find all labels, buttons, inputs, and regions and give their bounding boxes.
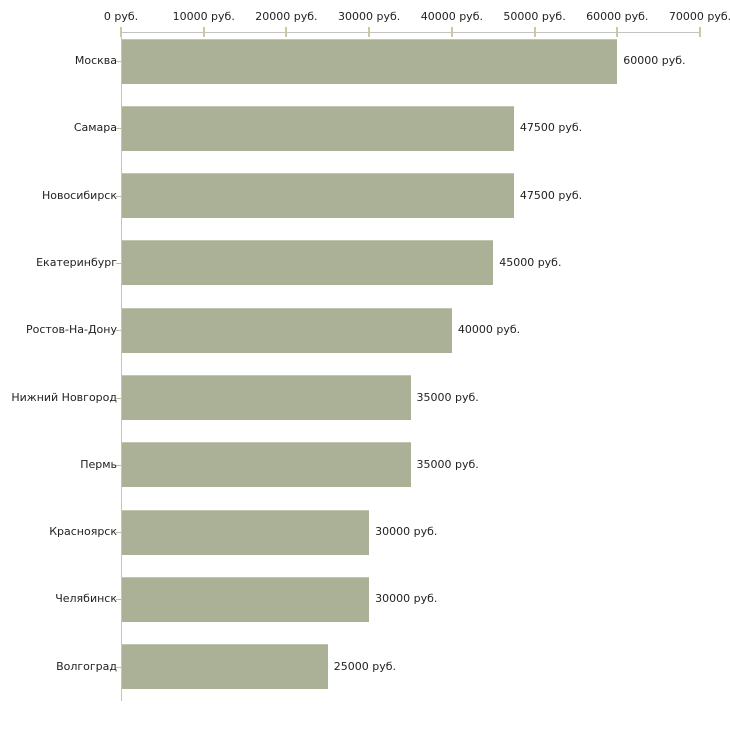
- x-axis-tick-label: 10000 руб.: [172, 10, 235, 23]
- x-axis-tick-label: 20000 руб.: [255, 10, 318, 23]
- x-axis-tick-label: 0 руб.: [103, 10, 139, 23]
- x-axis-tick: [202, 27, 205, 37]
- category-label: Челябинск: [55, 592, 117, 606]
- bar-value-label: 60000 руб.: [623, 54, 686, 67]
- category-tick: [116, 397, 121, 399]
- bar-value-label: 30000 руб.: [375, 592, 438, 606]
- category-tick: [116, 262, 121, 264]
- bar: [122, 173, 514, 219]
- x-axis-line: [121, 32, 701, 33]
- x-axis-tick: [450, 27, 453, 37]
- x-axis-tick-label: 60000 руб.: [586, 10, 649, 23]
- x-axis-tick-label: 30000 руб.: [338, 10, 401, 23]
- x-axis-tick: [285, 27, 288, 37]
- bar-value-label: 25000 руб.: [333, 659, 397, 673]
- x-axis-tick: [616, 27, 619, 37]
- category-label: Екатеринбург: [36, 255, 117, 269]
- bar: [122, 240, 494, 286]
- bar: [122, 644, 328, 690]
- bar-value-label: 35000 руб.: [416, 390, 479, 404]
- x-axis-tick: [699, 27, 701, 37]
- category-label: Волгоград: [56, 659, 117, 673]
- bar: [122, 509, 370, 555]
- category-label: Нижний Новгород: [11, 390, 117, 404]
- category-tick: [116, 128, 121, 130]
- x-axis-tick: [120, 27, 122, 37]
- bar-value-label: 35000 руб.: [416, 457, 479, 471]
- category-tick: [116, 195, 121, 197]
- bar: [122, 375, 411, 420]
- bar: [122, 576, 370, 622]
- bar-value-label: 40000 руб.: [457, 323, 521, 337]
- y-axis-line: [121, 28, 122, 701]
- bar-value-label: 47500 руб.: [519, 121, 583, 135]
- x-axis-tick-label: 40000 руб.: [420, 10, 483, 23]
- category-tick: [116, 330, 121, 332]
- bar-value-label: 45000 руб.: [499, 255, 562, 269]
- x-axis-tick: [533, 27, 536, 37]
- x-axis-tick: [368, 27, 371, 37]
- category-label: Ростов-На-Дону: [25, 323, 117, 337]
- category-label: Самара: [73, 121, 117, 135]
- bar: [122, 307, 452, 353]
- category-tick: [116, 61, 121, 62]
- bar: [122, 105, 514, 151]
- category-tick: [116, 532, 121, 534]
- category-label: Пермь: [80, 457, 117, 471]
- x-axis-tick-label: 70000 руб.: [668, 10, 730, 23]
- category-tick: [116, 599, 121, 601]
- bar-value-label: 30000 руб.: [375, 525, 438, 539]
- category-label: Красноярск: [49, 525, 117, 539]
- bar: [122, 442, 411, 488]
- bar: [122, 38, 618, 84]
- x-axis-tick-label: 50000 руб.: [503, 10, 566, 23]
- category-label: Новосибирск: [41, 188, 117, 202]
- category-label: Москва: [74, 54, 117, 67]
- category-tick: [116, 464, 121, 466]
- bar-value-label: 47500 руб.: [519, 188, 583, 202]
- category-tick: [116, 666, 121, 668]
